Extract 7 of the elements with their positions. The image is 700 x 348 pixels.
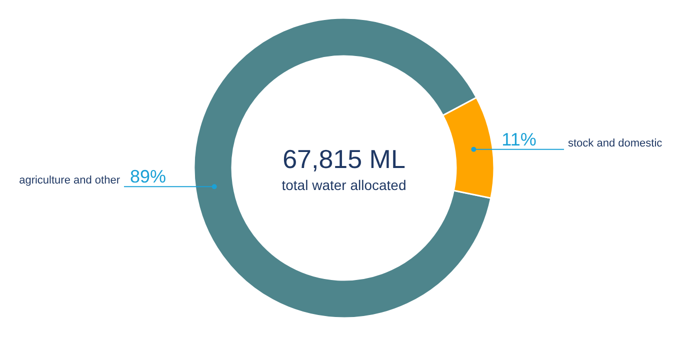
data-label: 11% bbox=[502, 129, 536, 150]
text: 67,815 ML bbox=[282, 144, 406, 174]
slice-label: stock and domestic bbox=[568, 137, 663, 150]
slice-label: agriculture and other bbox=[19, 174, 120, 187]
data-label: 89% bbox=[130, 166, 166, 187]
donut-slice bbox=[193, 18, 492, 319]
text: total water allocated bbox=[282, 177, 406, 193]
